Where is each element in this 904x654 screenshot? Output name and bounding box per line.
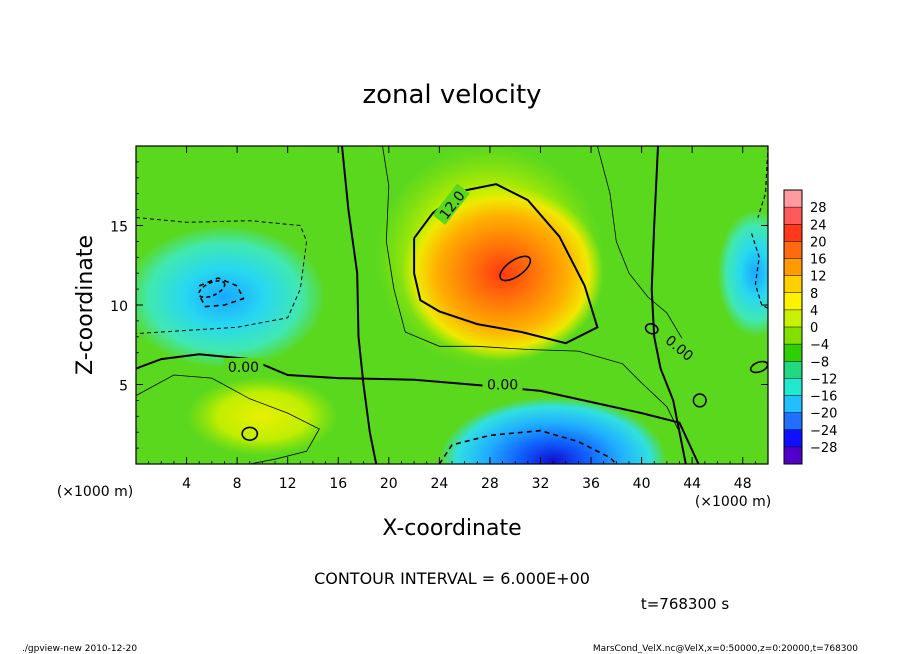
velocity-minimum-right — [717, 209, 768, 337]
contour-label: 0.00 — [487, 378, 518, 394]
y-tick-label: 5 — [119, 379, 128, 395]
colorbar-label: 20 — [810, 235, 827, 250]
colorbar-segment — [784, 207, 802, 225]
colorbar-label: 4 — [810, 304, 818, 319]
colorbar-segment — [784, 429, 802, 448]
colorbar-segment — [784, 258, 802, 277]
contour-minus6-bottom — [438, 429, 617, 464]
contour-minus6-upper-left — [136, 217, 308, 335]
colorbar-segment — [784, 292, 802, 311]
contour-lines — [136, 146, 768, 464]
y-axis-title: Z-coordinate — [73, 235, 98, 375]
contour-loop-4 — [692, 393, 707, 408]
contour-12 — [413, 183, 599, 345]
colorbar-label: −4 — [810, 338, 829, 353]
footer-right-label: MarsCond_VelX.nc@VelX,x=0:50000,z=0:2000… — [593, 644, 858, 654]
chart-title: zonal velocity — [362, 80, 541, 110]
y-axis: 5 10 15 — [110, 161, 768, 449]
x-unit-label: (×1000 m) — [695, 494, 771, 510]
colorbar-label: −16 — [810, 390, 837, 405]
contour-6-outer — [382, 146, 680, 433]
y-tick-label: 10 — [110, 299, 128, 315]
x-tick-label: 44 — [683, 476, 701, 492]
x-tick-label: 48 — [734, 476, 752, 492]
colorbar-label: 0 — [810, 321, 818, 336]
colorbar-segment — [784, 344, 802, 362]
colorbar-segment — [784, 361, 802, 379]
footer-left-label: ./gpview-new 2010-12-20 — [22, 644, 137, 654]
contour-6-right — [597, 146, 687, 346]
x-tick-label: 40 — [633, 476, 651, 492]
contour-zero-column — [341, 146, 378, 464]
x-tick-label: 4 — [182, 476, 191, 492]
x-tick-label: 28 — [481, 476, 499, 492]
colorbar-segment — [784, 378, 802, 396]
colorbar-label: −28 — [810, 441, 837, 456]
colorbar-segment — [784, 309, 802, 328]
x-tick-label: 32 — [532, 476, 550, 492]
colorbar-segment — [784, 190, 802, 208]
colorbar-label: 12 — [810, 270, 827, 285]
contour-zero-lower — [136, 353, 700, 464]
colorbar-label: 16 — [810, 253, 827, 268]
contour-minus6-right — [751, 233, 768, 309]
warm-patch-lower-left — [186, 376, 339, 457]
x-tick-label: 20 — [380, 476, 398, 492]
y-unit-label: (×1000 m) — [57, 484, 133, 500]
contour-label-bg — [432, 183, 470, 225]
contour-loop-3 — [644, 323, 659, 335]
colorbar: 28 24 20 16 12 8 4 0 −4 −8 −12 −16 −20 −24 −28 — [783, 189, 837, 465]
x-tick-label: 12 — [279, 476, 297, 492]
contour-label: 0.00 — [228, 360, 259, 376]
contour-interval-label: CONTOUR INTERVAL = 6.000E+00 — [314, 569, 590, 588]
colorbar-label: −20 — [810, 407, 837, 422]
colorbar-segment — [784, 327, 802, 345]
velocity-maximum — [401, 185, 604, 361]
contour-loop-1 — [499, 255, 532, 282]
contour-label-bg — [659, 328, 701, 367]
velocity-minimum-surface — [439, 397, 667, 464]
contour-zero-right — [650, 146, 687, 464]
colorbar-label: −8 — [810, 355, 829, 370]
velocity-minimum-left — [136, 225, 326, 369]
x-tick-label: 24 — [430, 476, 448, 492]
contour-6-lower-left — [136, 374, 320, 464]
colorbar-label: −24 — [810, 424, 837, 439]
y-tick-label: 15 — [110, 220, 128, 236]
contour-loop-2 — [241, 426, 259, 441]
x-tick-label: 36 — [582, 476, 600, 492]
x-tick-label: 16 — [329, 476, 347, 492]
contour-label-bg — [223, 358, 264, 375]
colorbar-segment — [784, 241, 802, 259]
plot-area: 12.00.000.000.00 — [135, 145, 769, 465]
colorbar-label: −12 — [810, 372, 837, 387]
colorbar-segment — [784, 395, 802, 414]
x-axis-title: X-coordinate — [382, 516, 521, 541]
contour-label-bg — [482, 375, 523, 392]
contour-loop-6 — [198, 280, 226, 299]
colorbar-label: 8 — [810, 287, 818, 302]
x-axis: 4 8 12 16 20 24 28 32 36 40 44 48 — [148, 146, 756, 492]
colorbar-label: 24 — [810, 218, 827, 233]
colorbar-segment — [784, 275, 802, 294]
x-tick-label: 8 — [233, 476, 242, 492]
colorbar-segment — [784, 412, 802, 431]
colorbar-segment — [784, 446, 802, 465]
contour-minus6-edge — [757, 146, 768, 218]
colorbar-segment — [784, 224, 802, 242]
time-label: t=768300 s — [641, 595, 729, 613]
colorbar-label: 28 — [810, 201, 827, 216]
contour-minus6-left — [198, 277, 245, 308]
